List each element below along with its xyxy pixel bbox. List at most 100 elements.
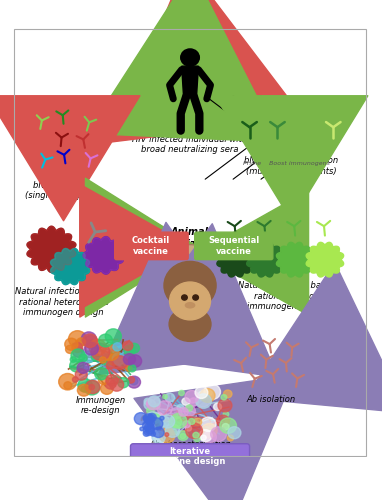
Circle shape (143, 430, 149, 436)
Circle shape (72, 342, 83, 352)
Circle shape (77, 362, 89, 374)
Text: Iterative
vaccine design: Iterative vaccine design (155, 447, 225, 466)
Circle shape (159, 416, 170, 426)
Circle shape (64, 382, 72, 389)
Polygon shape (306, 242, 344, 277)
Circle shape (146, 418, 150, 423)
Circle shape (128, 376, 141, 388)
Circle shape (68, 330, 86, 347)
Text: Prime    Boost immunogens: Prime Boost immunogens (243, 161, 330, 166)
Text: Natural infection based
rational heterologous
immunogen design: Natural infection based rational heterol… (15, 287, 112, 317)
Circle shape (201, 417, 216, 432)
Circle shape (70, 359, 84, 372)
Circle shape (123, 341, 133, 350)
Circle shape (228, 426, 241, 438)
Circle shape (144, 398, 151, 404)
Circle shape (214, 403, 222, 410)
Circle shape (189, 398, 198, 406)
Circle shape (148, 396, 160, 406)
Circle shape (141, 414, 152, 425)
Circle shape (186, 423, 202, 438)
Circle shape (130, 378, 138, 385)
Circle shape (112, 376, 119, 382)
Circle shape (65, 338, 78, 350)
Circle shape (129, 344, 139, 353)
Circle shape (124, 345, 135, 356)
Circle shape (143, 414, 154, 423)
Text: Natural infection based
rational lineage
immunogen design: Natural infection based rational lineage… (238, 281, 336, 311)
Circle shape (71, 349, 85, 362)
Circle shape (172, 278, 185, 290)
Circle shape (99, 334, 113, 347)
Circle shape (195, 386, 208, 398)
Circle shape (75, 369, 87, 380)
Circle shape (177, 404, 184, 411)
Circle shape (105, 380, 116, 389)
Circle shape (128, 365, 136, 372)
Circle shape (225, 420, 230, 424)
Circle shape (179, 390, 185, 396)
Circle shape (198, 391, 208, 400)
Circle shape (146, 412, 159, 424)
Circle shape (222, 424, 229, 430)
Circle shape (70, 357, 76, 362)
Ellipse shape (146, 244, 234, 344)
Circle shape (183, 421, 190, 428)
Polygon shape (182, 66, 198, 96)
Polygon shape (27, 226, 76, 272)
Circle shape (73, 347, 84, 358)
Circle shape (171, 414, 187, 428)
Circle shape (79, 354, 87, 362)
Circle shape (144, 399, 155, 410)
Circle shape (108, 354, 120, 365)
Circle shape (160, 416, 164, 420)
Ellipse shape (169, 307, 211, 342)
Circle shape (100, 382, 113, 394)
Circle shape (78, 378, 92, 392)
Circle shape (102, 354, 113, 365)
Circle shape (107, 362, 114, 368)
Circle shape (160, 415, 175, 428)
Circle shape (142, 421, 152, 430)
Circle shape (185, 390, 199, 403)
Circle shape (155, 413, 163, 420)
Circle shape (196, 394, 210, 407)
Polygon shape (83, 236, 123, 274)
Polygon shape (27, 226, 76, 272)
Circle shape (143, 416, 147, 420)
Circle shape (78, 384, 90, 396)
Circle shape (81, 332, 96, 346)
Circle shape (211, 427, 227, 442)
Circle shape (196, 278, 209, 290)
Circle shape (180, 434, 186, 438)
Circle shape (201, 435, 206, 440)
Circle shape (147, 414, 156, 422)
Circle shape (170, 408, 182, 418)
Ellipse shape (185, 302, 195, 308)
Circle shape (83, 366, 89, 372)
Circle shape (145, 416, 154, 424)
Circle shape (138, 420, 155, 436)
Circle shape (151, 412, 157, 418)
Circle shape (89, 340, 106, 355)
Circle shape (170, 282, 210, 320)
Circle shape (182, 398, 190, 406)
Circle shape (193, 295, 198, 300)
Text: Animal
immunizations: Animal immunizations (150, 227, 230, 248)
Circle shape (84, 380, 100, 395)
Circle shape (140, 427, 144, 430)
Text: Cocktail
vaccine: Cocktail vaccine (132, 236, 170, 256)
Circle shape (118, 378, 129, 388)
Circle shape (66, 345, 74, 354)
Circle shape (186, 405, 193, 411)
Circle shape (102, 344, 119, 360)
Circle shape (83, 334, 97, 347)
Circle shape (188, 418, 195, 424)
Circle shape (221, 394, 227, 400)
Circle shape (102, 354, 108, 360)
Text: Sequential
vaccine: Sequential vaccine (208, 236, 259, 256)
Circle shape (89, 384, 94, 390)
Circle shape (86, 380, 100, 394)
Circle shape (171, 429, 177, 434)
Circle shape (184, 406, 196, 416)
